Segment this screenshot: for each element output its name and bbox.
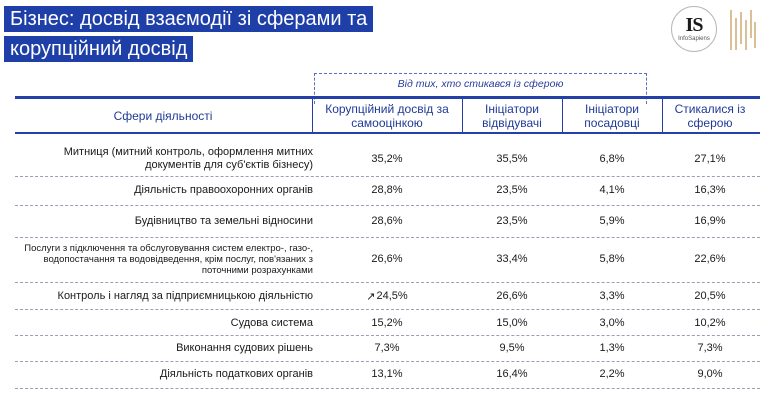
row-label: Судова система (230, 316, 313, 329)
column-header-visitor-initiators: Ініціатори відвідувачі (482, 101, 542, 130)
row-divider (15, 309, 760, 310)
page-title-line-2: корупційний досвід (4, 36, 194, 62)
column-header-spheres: Сфери діяльності (113, 108, 213, 123)
cell-corruption: 26,6% (371, 253, 403, 265)
header-top-rule (15, 96, 760, 99)
row-label: Діяльність податкових органів (159, 367, 313, 380)
group-caption: Від тих, хто стикався із сферою (397, 78, 564, 90)
cell-encountered: 16,3% (694, 184, 726, 196)
table-row: Діяльність податкових органів 13,1% 16,4… (15, 364, 760, 384)
bars-logo-icon (730, 10, 756, 50)
cell-corruption: 15,2% (371, 317, 403, 329)
table-row: Будівництво та земельні відносини 28,6% … (15, 210, 760, 232)
cell-corruption: 28,8% (371, 184, 403, 196)
cell-visitors: 9,5% (499, 342, 525, 354)
cell-officials: 3,0% (599, 317, 625, 329)
header-separator (312, 99, 313, 132)
logo-is-subtext: InfoSapiens (678, 36, 710, 42)
row-divider (15, 176, 760, 177)
row-divider (15, 282, 760, 283)
cell-encountered: 9,0% (697, 368, 723, 380)
table-row: Контроль і нагляд за підприємницькою дія… (15, 286, 760, 306)
cell-officials: 6,8% (599, 153, 625, 165)
column-header-corruption-experience: Корупційний досвід за самооцінкою (325, 101, 449, 130)
row-label: Контроль і нагляд за підприємницькою дія… (57, 289, 313, 302)
cell-corruption: 7,3% (374, 342, 400, 354)
logo-is-text: IS (685, 14, 704, 36)
cell-corruption: 13,1% (371, 368, 403, 380)
table-row: Судова система 15,2% 15,0% 3,0% 10,2% (15, 313, 760, 333)
cell-encountered: 27,1% (694, 153, 726, 165)
row-label: Будівництво та земельні відносини (134, 214, 313, 227)
cell-officials: 5,8% (599, 253, 625, 265)
header-separator (462, 99, 463, 132)
cell-visitors: 35,5% (496, 153, 528, 165)
cell-visitors: 15,0% (496, 317, 528, 329)
row-divider (15, 335, 760, 336)
infosapiens-logo: IS InfoSapiens (671, 6, 717, 52)
row-divider (15, 205, 760, 206)
cell-officials: 3,3% (599, 290, 625, 302)
page-title-line-1: Бізнес: досвід взаємодії зі сферами та (4, 6, 374, 32)
table-row: Послуги з підключення та обслуговування … (15, 240, 760, 278)
cell-visitors: 23,5% (496, 184, 528, 196)
cell-corruption: ↗ 24,5% (312, 286, 462, 306)
cell-encountered: 16,9% (694, 215, 726, 227)
table-row: Митниця (митний контроль, оформлення мит… (15, 143, 760, 175)
cell-visitors: 23,5% (496, 215, 528, 227)
row-divider (15, 388, 760, 389)
header-separator (562, 99, 563, 132)
cell-officials: 2,2% (599, 368, 625, 380)
cell-officials: 1,3% (599, 342, 625, 354)
cell-officials: 4,1% (599, 184, 625, 196)
row-label: Митниця (митний контроль, оформлення мит… (63, 146, 313, 171)
cell-encountered: 22,6% (694, 253, 726, 265)
cell-visitors: 16,4% (496, 368, 528, 380)
header-separator (662, 99, 663, 132)
cell-encountered: 20,5% (694, 290, 726, 302)
cell-officials: 5,9% (599, 215, 625, 227)
up-arrow-icon: ↗ (366, 290, 376, 303)
cell-visitors: 26,6% (496, 290, 528, 302)
row-divider (15, 237, 760, 238)
table-row: Діяльність правоохоронних органів 28,8% … (15, 180, 760, 200)
row-label: Послуги з підключення та обслуговування … (24, 242, 313, 276)
cell-corruption: 28,6% (371, 215, 403, 227)
group-caption-frame (314, 73, 647, 104)
row-label: Виконання судових рішень (176, 341, 313, 354)
cell-encountered: 7,3% (697, 342, 723, 354)
column-header-encountered: Стикалися із сферою (674, 101, 746, 130)
header-bottom-rule (15, 132, 760, 134)
row-divider (15, 361, 760, 362)
column-header-official-initiators: Ініціатори посадовці (584, 101, 640, 130)
cell-encountered: 10,2% (694, 317, 726, 329)
cell-corruption-value: 24,5% (376, 290, 408, 302)
table-row: Виконання судових рішень 7,3% 9,5% 1,3% … (15, 338, 760, 358)
cell-corruption: 35,2% (371, 153, 403, 165)
row-label: Діяльність правоохоронних органів (134, 183, 313, 196)
cell-visitors: 33,4% (496, 253, 528, 265)
